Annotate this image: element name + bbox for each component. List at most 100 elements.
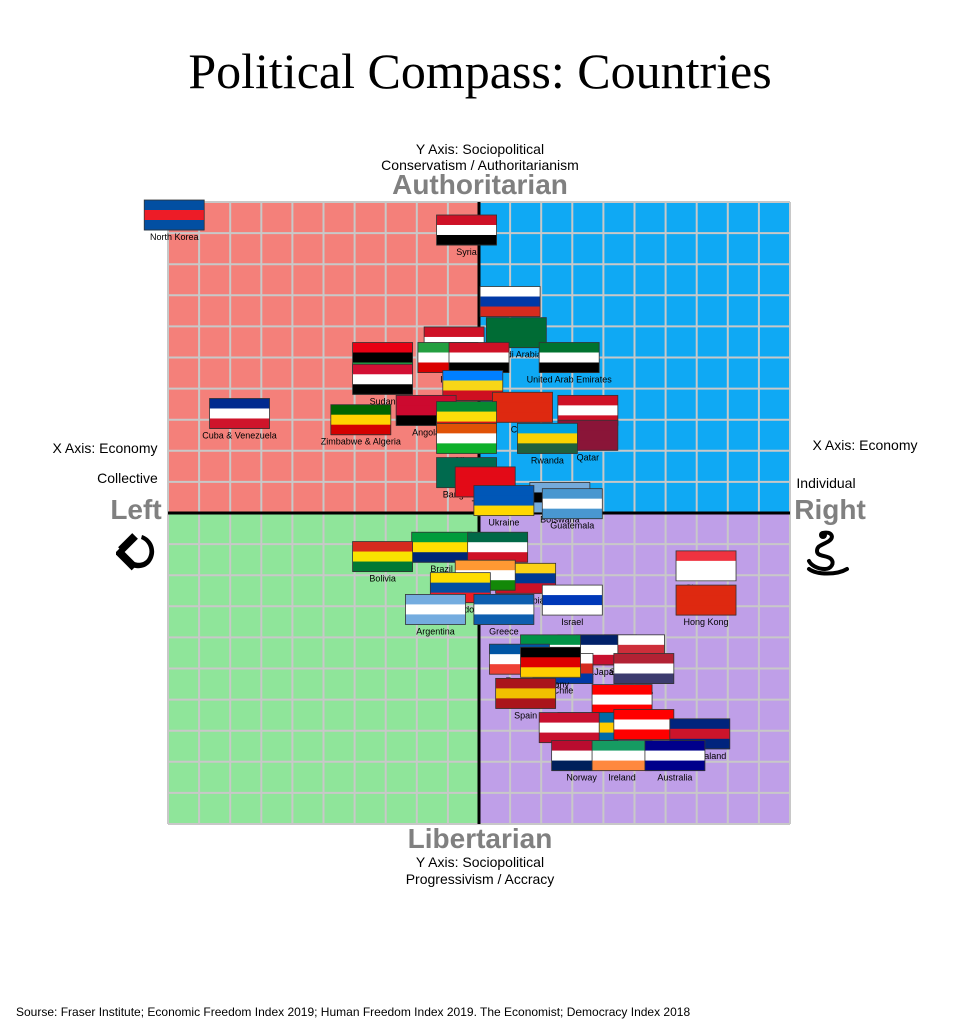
flag-stripe xyxy=(517,433,578,444)
flag-stripe xyxy=(436,433,497,444)
flag-stripe xyxy=(592,694,653,706)
flag-stripe xyxy=(467,542,528,553)
flag-label: Rwanda xyxy=(531,455,564,465)
flag-stripe xyxy=(442,370,503,381)
right-label: Right xyxy=(794,494,866,525)
flag-stripe xyxy=(405,614,466,625)
flag-border xyxy=(675,584,737,616)
flag-border xyxy=(675,550,737,582)
flag-stripe xyxy=(352,561,413,573)
flag-stripe xyxy=(449,362,509,373)
flag-stripe xyxy=(405,594,466,605)
flag-stripe xyxy=(144,210,205,221)
flag-stripe xyxy=(467,552,528,563)
flag-stripe xyxy=(613,653,674,664)
flag-stripe xyxy=(495,698,556,709)
flag-stripe xyxy=(417,362,478,373)
flag-label: Hong Kong xyxy=(684,617,729,627)
flag-stripe xyxy=(486,327,547,339)
flag-stripe xyxy=(473,604,534,615)
flag-stripe xyxy=(449,342,509,353)
flag-label: Bolivia xyxy=(369,574,396,584)
flag-stripe xyxy=(352,541,413,553)
flag-border xyxy=(479,286,541,317)
flag-stripe xyxy=(669,718,730,730)
flag-stripe xyxy=(209,418,270,429)
flag-stripe xyxy=(411,552,472,563)
flag-stripe xyxy=(473,485,534,497)
flag-point-syria: Syria xyxy=(436,214,497,257)
flag-stripe xyxy=(352,384,413,395)
flag-label: Ukraine xyxy=(488,518,519,528)
flag-stripe xyxy=(480,306,541,318)
flag-stripe xyxy=(520,634,581,646)
chart-title: Political Compass: Countries xyxy=(188,43,772,99)
source-note: Sourse: Fraser Institute; Economic Freed… xyxy=(16,1005,691,1019)
flag-stripe xyxy=(209,398,270,409)
flag-stripe xyxy=(436,234,497,246)
flag-stripe xyxy=(644,760,705,772)
flag-stripe xyxy=(417,342,478,353)
flag-border xyxy=(209,398,270,429)
left-axis-desc: X Axis: Economy xyxy=(52,440,158,456)
flag-stripe xyxy=(473,614,534,625)
flag-stripe xyxy=(489,644,550,655)
flag-stripe xyxy=(613,709,674,720)
flag-stripe xyxy=(557,644,618,656)
flag-border xyxy=(485,317,547,349)
flag-point-greece: Greece xyxy=(473,594,535,636)
flag-label: Australia xyxy=(657,773,692,783)
flag-point-saudi-arabia: Saudi Arabia xyxy=(485,317,547,360)
flag-border xyxy=(436,422,497,454)
flag-stripe xyxy=(455,466,516,478)
flag-stripe xyxy=(430,572,491,584)
flag-point-bolivia: Bolivia xyxy=(352,541,413,584)
flag-stripe xyxy=(520,667,581,678)
snake-icon xyxy=(807,530,849,576)
flag-stripe xyxy=(442,390,503,401)
flag-stripe xyxy=(644,740,705,752)
flag-stripe xyxy=(411,532,472,543)
flag-point-rwanda: Rwanda xyxy=(517,422,578,465)
flag-stripe xyxy=(436,224,497,236)
flag-stripe xyxy=(557,420,618,431)
flag-stripe xyxy=(480,286,541,298)
flag-label: Norway xyxy=(566,773,597,783)
flag-stripe xyxy=(676,560,737,572)
flag-border xyxy=(330,404,392,436)
flag-stripe xyxy=(520,647,581,658)
hammer-and-sickle-icon xyxy=(116,533,155,571)
flag-label: Zimbabwe & Algeria xyxy=(321,437,401,447)
flag-stripe xyxy=(455,476,516,488)
flag-stripe xyxy=(473,594,534,605)
flag-stripe xyxy=(352,352,413,363)
flag-stripe xyxy=(467,532,528,543)
flag-stripe xyxy=(473,495,534,507)
flag-border xyxy=(352,363,413,395)
flag-stripe xyxy=(495,688,556,699)
flag-stripe xyxy=(209,408,270,419)
top-axis-desc-1: Y Axis: Sociopolitical xyxy=(415,141,545,157)
flag-label: United Arab Emirates xyxy=(527,375,613,385)
flag-stripe xyxy=(489,664,550,675)
flag-stripe xyxy=(551,740,612,752)
flag-stripe xyxy=(473,505,534,517)
flag-point-spain: Spain xyxy=(495,677,557,720)
flag-border xyxy=(520,646,581,678)
flag-stripe xyxy=(330,414,391,426)
flag-stripe xyxy=(557,634,618,646)
flag-stripe xyxy=(542,508,603,520)
flag-stripe xyxy=(417,352,478,363)
flag-border xyxy=(473,485,535,516)
flag-stripe xyxy=(495,573,556,584)
flag-stripe xyxy=(352,551,413,563)
flag-stripe xyxy=(396,395,457,406)
flag-stripe xyxy=(557,440,618,451)
flag-label: Sudan xyxy=(370,396,396,406)
bottom-axis-desc-1: Y Axis: Sociopolitical xyxy=(415,854,545,870)
flag-label: Japan xyxy=(594,667,619,677)
flag-stripe xyxy=(542,605,603,616)
flag-stripe xyxy=(396,405,457,416)
flag-stripe xyxy=(551,760,612,772)
flag-stripe xyxy=(430,582,491,594)
